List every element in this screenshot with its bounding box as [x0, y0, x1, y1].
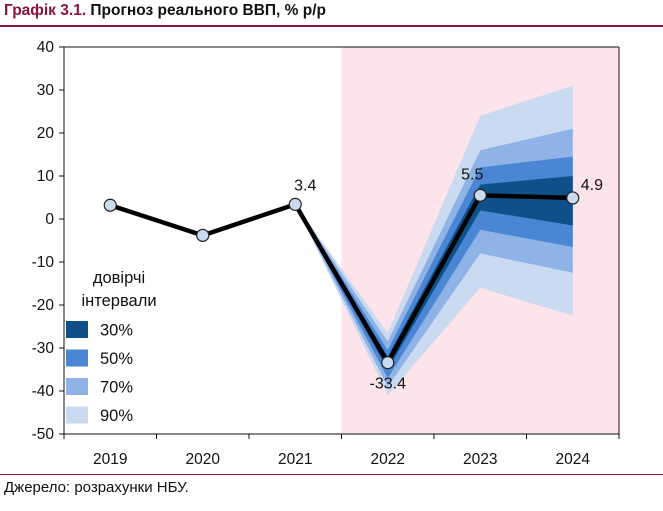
legend-label-70: 70%: [100, 379, 133, 397]
figure-number: Графік 3.1.: [4, 2, 87, 19]
data-point-2024: [566, 191, 580, 205]
y-tick-label: 0: [45, 211, 54, 228]
data-label-2023: 5.5: [461, 166, 483, 183]
legend-label-50: 50%: [100, 350, 133, 368]
y-tick-label: -30: [32, 340, 55, 357]
gdp-series-line: [109, 193, 573, 365]
x-tick-label: 2024: [556, 451, 591, 468]
legend-title-line1: довірчі: [93, 269, 145, 287]
y-tick-label: 20: [37, 125, 55, 142]
data-point-2021: [288, 197, 302, 211]
y-tick-label: -10: [32, 254, 55, 271]
legend-swatch-50: [66, 349, 88, 367]
gdp-forecast-chart: 40 30 20 10 0 -10 -20 -30 -40 -50 2019 2020 2021 2022…: [32, 39, 620, 468]
x-tick-label: 2022: [371, 451, 405, 468]
data-label-2022: -33.4: [370, 376, 407, 393]
data-label-2021: 3.4: [294, 177, 316, 194]
y-tick-label: 40: [37, 39, 55, 56]
data-point-2023: [473, 188, 487, 202]
y-tick-label: 30: [37, 82, 55, 99]
x-tick-label: 2023: [463, 451, 497, 468]
y-tick-label: -50: [32, 426, 55, 443]
data-point-2022: [381, 356, 395, 370]
legend-label-90: 90%: [100, 407, 133, 425]
x-tick-label: 2019: [93, 451, 127, 468]
chart-title: Графік 3.1. Прогноз реального ВВП, % р/р: [4, 2, 326, 20]
data-point-2020: [196, 228, 210, 242]
title-rule: [0, 25, 663, 27]
data-label-2024: 4.9: [581, 177, 603, 194]
legend-title-line2: інтервали: [81, 292, 156, 310]
x-tick-label: 2021: [278, 451, 312, 468]
y-tick-label: 10: [37, 168, 55, 185]
data-point-2019: [103, 198, 117, 212]
source-rule: [0, 474, 663, 475]
legend-swatch-30: [66, 321, 88, 338]
legend-label-30: 30%: [100, 322, 133, 340]
y-tick-label: -40: [32, 383, 55, 400]
y-tick-label: -20: [32, 297, 55, 314]
source-note: Джерело: розрахунки НБУ.: [4, 479, 189, 496]
x-tick-label: 2020: [186, 451, 221, 468]
legend-swatch-70: [66, 378, 88, 395]
figure-title: Прогноз реального ВВП, % р/р: [90, 2, 326, 19]
legend-swatch-90: [66, 406, 88, 424]
